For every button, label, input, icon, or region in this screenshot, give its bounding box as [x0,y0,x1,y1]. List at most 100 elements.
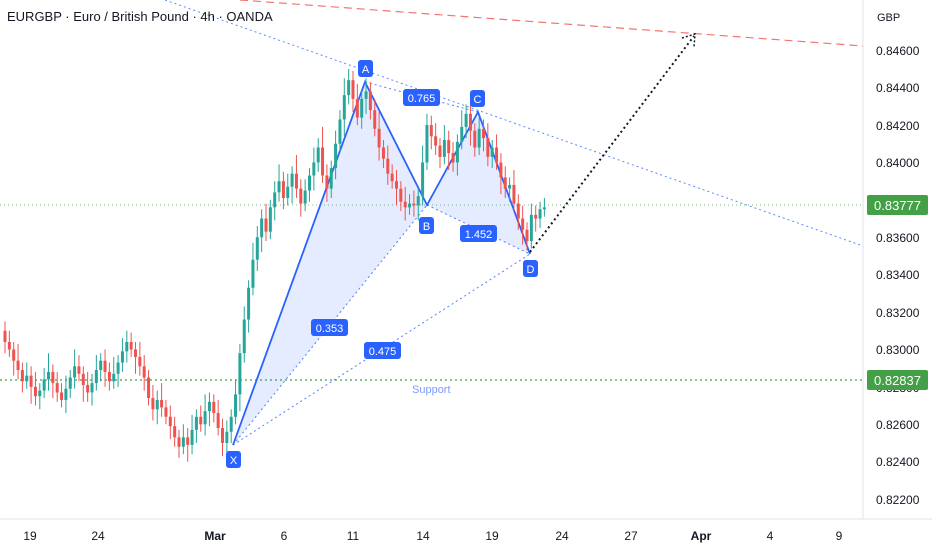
candle-body [212,401,216,414]
candle-body [207,401,211,412]
point-label-d-text: D [527,264,535,276]
candle-body [412,203,416,206]
candle-body [299,188,303,204]
candle-body [164,407,168,417]
projection-arrow[interactable] [529,32,696,253]
ratio-label-xb-text: 0.353 [316,323,344,335]
candle-body [490,147,494,157]
candle-body [477,128,481,148]
x-tick-5: 14 [416,529,430,543]
candle-body [338,119,342,144]
ratio-label-ac[interactable]: 0.765 [403,89,440,106]
support-price-badge[interactable]: 0.82837 [867,370,928,390]
candle-body [225,431,229,443]
point-label-x-text: X [230,455,238,467]
point-label-c[interactable]: C [470,90,485,107]
upper-trendline-red[interactable] [239,0,864,47]
projection-arrowhead [681,32,696,48]
point-label-x[interactable]: X [226,451,241,468]
candle-body [290,173,294,187]
candle-body [160,399,164,408]
point-label-b-text: B [423,221,430,233]
candle-body [42,379,46,391]
projection-line[interactable] [529,35,695,253]
candle-body [229,416,233,432]
candle-body [294,173,298,189]
candle-body [421,162,425,197]
point-label-a[interactable]: A [358,60,373,77]
candle-body [194,416,198,430]
current-price-badge[interactable]: 0.83777 [867,195,928,215]
candle-body [221,428,224,443]
candle-body [499,162,503,178]
point-label-b[interactable]: B [419,217,434,234]
candle-body [129,341,133,350]
candle-body [125,341,129,352]
time-axis[interactable]: 19 24 Mar 6 11 14 19 24 27 Apr 4 9 [23,529,842,543]
x-tick-8: 27 [624,529,638,543]
candle-body [238,353,242,395]
ratio-label-xb[interactable]: 0.353 [311,319,348,336]
candle-body [347,80,351,96]
candle-body [464,113,468,127]
candle-body [473,130,477,148]
y-tick-6: 0.83200 [876,306,920,320]
y-tick-0: 0.84600 [876,44,920,58]
candle-body [442,140,446,157]
point-label-d[interactable]: D [523,260,538,277]
ratio-label-bd-text: 1.452 [465,229,493,241]
trendlines[interactable] [0,0,864,381]
candle-body [395,181,398,189]
x-tick-10: 4 [767,529,774,543]
candle-body [242,319,246,354]
candle-body [455,141,459,163]
candle-body [377,128,381,148]
candle-body [60,392,64,400]
candle-body [425,125,429,163]
candle-body [390,173,394,182]
x-tick-4: 11 [347,529,360,543]
candle-body [251,259,255,288]
support-annotation: Support [412,384,451,396]
current-price-badge-text: 0.83777 [874,198,921,213]
candle-body [177,437,181,447]
candle-body [312,162,316,176]
price-axis[interactable]: GBP 0.84600 0.84400 0.84200 0.84000 0.83… [867,12,928,507]
y-tick-1: 0.84400 [876,81,920,95]
x-tick-3: 6 [281,529,288,543]
ratio-label-bd[interactable]: 1.452 [460,225,497,242]
y-tick-11: 0.82200 [876,493,920,507]
candle-body [373,110,377,129]
candle-body [68,377,72,389]
bcd-triangle[interactable] [427,112,530,254]
ratio-label-ac-text: 0.765 [408,93,436,105]
chart-title: EURGBP · Euro / British Pound · 4h · OAN… [7,9,273,24]
candle-body [351,80,355,99]
candle-body [12,349,16,361]
candle-body [303,190,307,204]
candle-body [107,371,111,382]
y-tick-10: 0.82400 [876,455,920,469]
descending-trendline[interactable] [164,0,864,247]
candle-body [247,287,251,320]
xab-triangle[interactable] [233,82,427,445]
candle-body [99,360,103,371]
candle-body [316,147,320,163]
candle-body [534,214,538,219]
candle-body [468,113,472,131]
currency-label: GBP [877,12,900,24]
x-tick-11: 9 [836,529,843,543]
candle-body [134,349,137,357]
candle-body [308,175,311,191]
candle-body [521,218,525,230]
candle-body [538,209,542,219]
candle-body [273,192,277,208]
x-tick-0: 19 [23,529,37,543]
candle-body [199,416,203,425]
candle-body [486,138,490,157]
candle-body [51,371,55,384]
ratio-label-xd[interactable]: 0.475 [364,342,401,359]
candle-body [181,437,185,447]
candle-body [190,429,194,445]
